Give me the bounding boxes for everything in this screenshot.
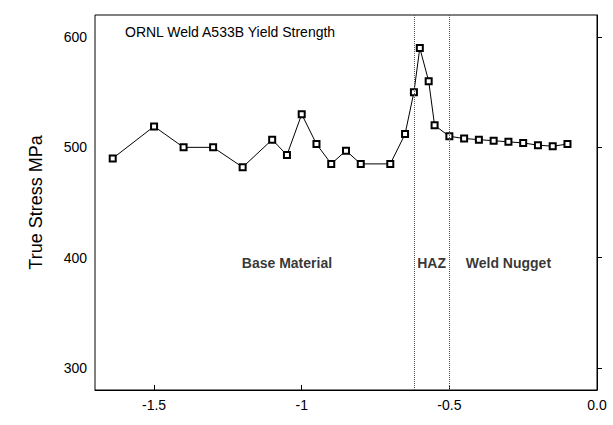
svg-text:-1.5: -1.5 <box>142 397 166 413</box>
svg-text:600: 600 <box>64 29 88 45</box>
svg-text:0.0: 0.0 <box>587 397 607 413</box>
svg-text:Base Material: Base Material <box>242 255 332 271</box>
svg-text:ORNL Weld A533B Yield Strength: ORNL Weld A533B Yield Strength <box>125 24 335 40</box>
svg-text:True Stress MPa: True Stress MPa <box>26 134 46 269</box>
svg-text:-0.5: -0.5 <box>437 397 461 413</box>
svg-text:Weld Nugget: Weld Nugget <box>466 255 552 271</box>
svg-text:400: 400 <box>64 250 88 266</box>
svg-text:300: 300 <box>64 360 88 376</box>
svg-text:500: 500 <box>64 139 88 155</box>
svg-text:HAZ: HAZ <box>417 255 446 271</box>
svg-text:-1: -1 <box>295 397 308 413</box>
